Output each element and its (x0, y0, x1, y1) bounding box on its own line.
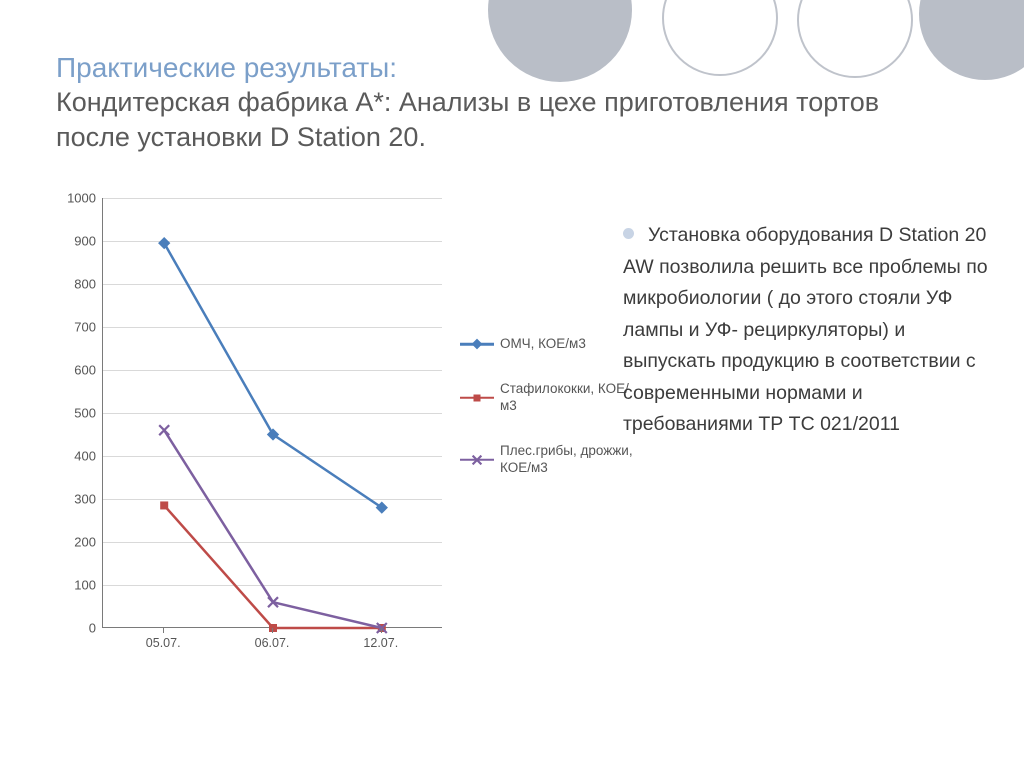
series-line (164, 430, 382, 628)
y-tick-label: 100 (56, 578, 96, 593)
slide-title: Практические результаты: Кондитерская фа… (56, 50, 886, 154)
y-tick-label: 800 (56, 277, 96, 292)
y-tick-label: 300 (56, 492, 96, 507)
body-paragraph: Установка оборудования D Station 20 AW п… (623, 224, 988, 435)
x-tick-mark (272, 628, 273, 633)
series-marker (159, 425, 169, 435)
title-subtitle: Кондитерская фабрика А*: Анализы в цехе … (56, 85, 886, 154)
y-tick-label: 1000 (56, 191, 96, 206)
y-tick-label: 200 (56, 535, 96, 550)
y-tick-label: 500 (56, 406, 96, 421)
x-tick-label: 12.07. (363, 636, 398, 650)
legend-item: Стафилококки, КОЕ/м3 (460, 381, 640, 415)
y-tick-label: 400 (56, 449, 96, 464)
legend-label: ОМЧ, КОЕ/м3 (500, 336, 586, 353)
y-tick-label: 600 (56, 363, 96, 378)
series-marker (269, 624, 277, 632)
series-marker (160, 501, 168, 509)
y-tick-label: 900 (56, 234, 96, 249)
legend-label: Стафилококки, КОЕ/м3 (500, 381, 640, 415)
y-tick-label: 0 (56, 621, 96, 636)
bullet-icon (623, 228, 634, 239)
line-chart: 0 100 200 300 400 500 600 700 800 900 1000 05.07. 0… (52, 188, 622, 688)
legend-swatch (460, 391, 494, 405)
x-tick-label: 05.07. (146, 636, 181, 650)
decor-circle (919, 0, 1024, 80)
legend-swatch (460, 453, 494, 467)
legend-label: Плес.грибы, дрожжи, КОЕ/м3 (500, 443, 640, 477)
title-highlight: Практические результаты: (56, 50, 886, 85)
x-tick-label: 06.07. (255, 636, 290, 650)
series-marker (158, 237, 170, 249)
x-tick-mark (163, 628, 164, 633)
series-svg (103, 198, 443, 628)
body-text: Установка оборудования D Station 20 AW п… (623, 220, 995, 441)
y-tick-label: 700 (56, 320, 96, 335)
x-tick-mark (381, 628, 382, 633)
chart-legend: ОМЧ, КОЕ/м3 Стафилококки, КОЕ/м3 Плес.гриб… (460, 336, 640, 504)
series-line (164, 505, 382, 628)
series-line (164, 243, 382, 507)
legend-item: ОМЧ, КОЕ/м3 (460, 336, 640, 353)
legend-item: Плес.грибы, дрожжи, КОЕ/м3 (460, 443, 640, 477)
plot-area (102, 198, 442, 628)
legend-swatch (460, 337, 494, 351)
